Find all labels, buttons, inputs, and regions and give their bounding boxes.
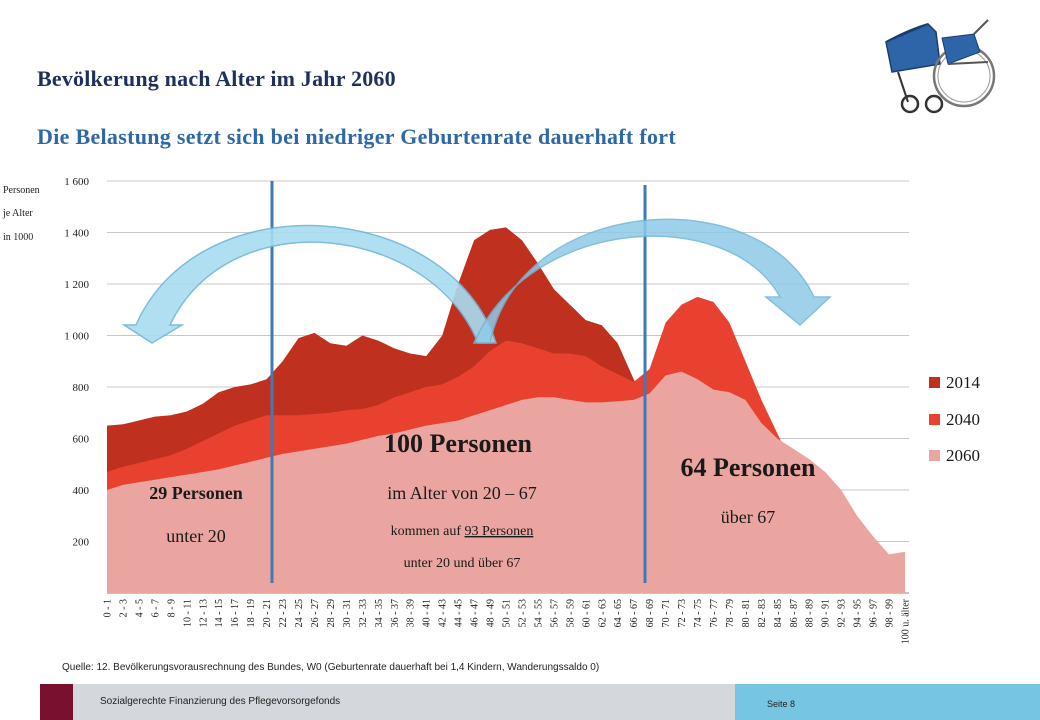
x-tick-label: 34 - 35 xyxy=(374,599,385,627)
x-tick-label: 6 - 7 xyxy=(150,599,161,617)
x-tick-label: 2 - 3 xyxy=(119,599,130,617)
x-tick-label: 40 - 41 xyxy=(422,599,433,627)
x-tick-label: 82 - 83 xyxy=(757,599,768,627)
x-tick-label: 46 - 47 xyxy=(470,599,481,627)
y-tick-label: 1 000 xyxy=(64,331,89,343)
x-tick-label: 68 - 69 xyxy=(645,599,656,627)
x-tick-label: 76 - 77 xyxy=(709,599,720,627)
footer-accent-dark xyxy=(40,684,73,720)
x-tick-label: 66 - 67 xyxy=(629,599,640,627)
old-count: 64 Personen xyxy=(680,453,816,482)
x-tick-label: 80 - 81 xyxy=(741,599,752,627)
x-tick-label: 30 - 31 xyxy=(342,599,353,627)
y-tick-label: 400 xyxy=(73,485,90,497)
x-tick-label: 42 - 43 xyxy=(438,599,449,627)
x-tick-label: 38 - 39 xyxy=(406,599,417,627)
x-tick-label: 94 - 95 xyxy=(853,599,864,627)
x-tick-label: 92 - 93 xyxy=(837,599,848,627)
legend-label-2060: 2060 xyxy=(946,446,980,465)
x-tick-label: 12 - 13 xyxy=(198,599,209,627)
y-tick-label: 200 xyxy=(73,537,90,549)
ylabel-line-1: Personen xyxy=(3,185,40,196)
x-tick-label: 4 - 5 xyxy=(134,599,145,617)
x-tick-label: 74 - 75 xyxy=(693,599,704,627)
footer-accent-light xyxy=(735,684,1040,720)
x-tick-label: 24 - 25 xyxy=(294,599,305,627)
young-label: unter 20 xyxy=(166,526,225,546)
x-tick-label: 100 u. älter xyxy=(901,598,912,644)
x-tick-label: 20 - 21 xyxy=(262,599,273,627)
x-tick-label: 22 - 23 xyxy=(278,599,289,627)
legend-label-2014: 2014 xyxy=(946,373,981,392)
x-tick-label: 58 - 59 xyxy=(565,599,576,627)
x-tick-label: 44 - 45 xyxy=(454,599,465,627)
x-tick-label: 64 - 65 xyxy=(613,599,624,627)
working-line1-link: 93 Personen xyxy=(465,524,534,539)
working-line1: kommen auf 93 Personen xyxy=(391,524,534,539)
x-tick-label: 32 - 33 xyxy=(358,599,369,627)
working-label: im Alter von 20 – 67 xyxy=(387,483,537,503)
working-line1-prefix: kommen auf xyxy=(391,524,465,539)
y-tick-label: 1 200 xyxy=(64,279,89,291)
x-tick-label: 96 - 97 xyxy=(869,599,880,627)
x-tick-label: 70 - 71 xyxy=(661,599,672,627)
legend-label-2040: 2040 xyxy=(946,410,980,429)
x-tick-label: 50 - 51 xyxy=(502,599,513,627)
x-tick-label: 14 - 15 xyxy=(214,599,225,627)
x-tick-label: 72 - 73 xyxy=(677,599,688,627)
x-tick-label: 98 - 99 xyxy=(885,599,896,627)
y-tick-label: 1 600 xyxy=(64,176,89,188)
curved-arrow-right-icon xyxy=(472,218,832,344)
legend-swatch-2014 xyxy=(929,377,940,388)
baby-carriage-wheelchair-icon xyxy=(885,19,996,114)
ylabel-line-2: je Alter xyxy=(2,208,33,219)
footer-text: Sozialgerechte Finanzierung des Pflegevo… xyxy=(100,696,341,707)
x-tick-label: 56 - 57 xyxy=(549,599,560,627)
ylabel-line-3: in 1000 xyxy=(3,232,33,243)
x-tick-label: 48 - 49 xyxy=(486,599,497,627)
footer-bar: Sozialgerechte Finanzierung des Pflegevo… xyxy=(0,684,1040,720)
x-tick-label: 54 - 55 xyxy=(533,599,544,627)
x-tick-label: 28 - 29 xyxy=(326,599,337,627)
source-note: Quelle: 12. Bevölkerungsvorausrechnung d… xyxy=(62,662,600,673)
y-tick-label: 1 400 xyxy=(64,228,89,240)
y-tick-label: 800 xyxy=(73,382,90,394)
x-tick-label: 36 - 37 xyxy=(390,599,401,627)
page-subtitle: Die Belastung setzt sich bei niedriger G… xyxy=(37,124,676,149)
y-tick-label: 600 xyxy=(73,434,90,446)
x-tick-label: 78 - 79 xyxy=(725,599,736,627)
legend-swatch-2040 xyxy=(929,414,940,425)
working-line2: unter 20 und über 67 xyxy=(404,556,521,571)
x-tick-label: 10 - 11 xyxy=(182,599,193,627)
page-title: Bevölkerung nach Alter im Jahr 2060 xyxy=(37,66,396,91)
x-tick-label: 0 - 1 xyxy=(103,599,114,617)
old-label: über 67 xyxy=(721,507,775,527)
x-tick-label: 88 - 89 xyxy=(805,599,816,627)
working-count: 100 Personen xyxy=(384,429,533,458)
x-tick-label: 90 - 91 xyxy=(821,599,832,627)
x-tick-label: 86 - 87 xyxy=(789,599,800,627)
x-tick-label: 16 - 17 xyxy=(230,599,241,627)
x-tick-label: 62 - 63 xyxy=(597,599,608,627)
x-tick-label: 84 - 85 xyxy=(773,599,784,627)
x-tick-label: 26 - 27 xyxy=(310,599,321,627)
x-tick-label: 52 - 53 xyxy=(518,599,529,627)
legend-swatch-2060 xyxy=(929,450,940,461)
young-count: 29 Personen xyxy=(149,483,243,503)
curved-arrow-left-icon xyxy=(121,224,498,344)
x-tick-label: 18 - 19 xyxy=(246,599,257,627)
x-tick-label: 8 - 9 xyxy=(166,599,177,617)
area-series-2060 xyxy=(107,371,905,593)
page-number: Seite 8 xyxy=(767,699,796,709)
x-tick-label: 60 - 61 xyxy=(581,599,592,627)
population-chart: 200 400 600 800 1 000 1 200 1 400 1 600 0 - 1 2 … xyxy=(2,176,981,644)
footer-accent-mid xyxy=(73,684,735,720)
